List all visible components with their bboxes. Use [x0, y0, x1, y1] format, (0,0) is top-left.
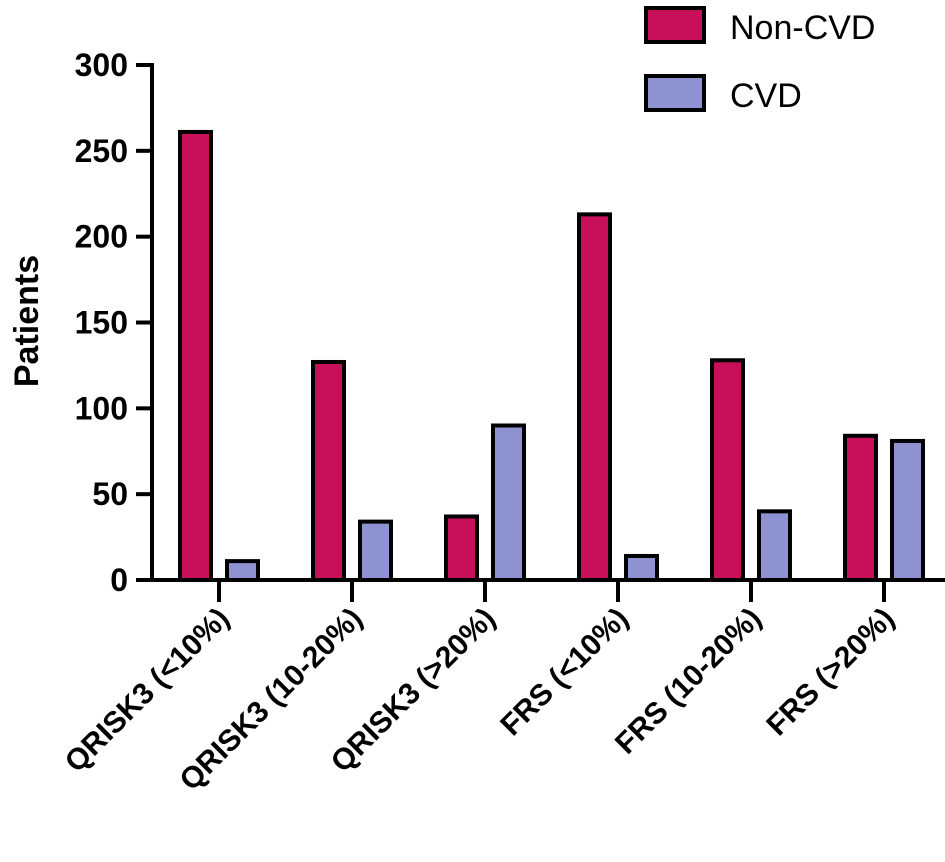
bar-non-cvd-4 — [577, 212, 612, 582]
bar-cvd-6 — [890, 438, 925, 583]
y-ticks-group: 0 50 100 150 200 250 300 — [75, 47, 152, 598]
y-tick-label-0: 0 — [110, 562, 128, 598]
y-tick-label-50: 50 — [92, 476, 128, 512]
bar-non-cvd-5 — [710, 358, 745, 582]
bar-non-cvd-3 — [444, 514, 479, 583]
y-tick-label-100: 100 — [75, 390, 128, 426]
legend: Non-CVD CVD — [644, 6, 875, 115]
legend-label-non-cvd: Non-CVD — [730, 9, 875, 47]
bar-non-cvd-6 — [843, 433, 878, 582]
y-tick-label-300: 300 — [75, 47, 128, 83]
bar-cvd-5 — [757, 509, 792, 583]
y-tick-label-250: 250 — [75, 133, 128, 169]
y-tick-label-200: 200 — [75, 219, 128, 255]
bar-non-cvd-1 — [178, 129, 213, 582]
x-ticks-group: QRISK3 (<10%)QRISK3 (10-20%)QRISK3 (>20%… — [59, 580, 901, 797]
bar-cvd-3 — [491, 423, 526, 582]
y-tick-label-150: 150 — [75, 305, 128, 341]
axes-group — [150, 63, 945, 582]
bar-cvd-2 — [358, 519, 393, 583]
legend-swatch-non-cvd — [644, 6, 706, 44]
x-tick-label-4: FRS (<10%) — [494, 602, 635, 743]
legend-swatch-cvd — [644, 74, 706, 112]
legend-label-cvd: CVD — [730, 77, 802, 115]
y-axis-label: Patients — [8, 255, 46, 387]
bars-group — [178, 129, 925, 583]
bar-cvd-1 — [225, 559, 260, 582]
bar-cvd-4 — [624, 553, 659, 583]
x-tick-label-6: FRS (>20%) — [760, 602, 901, 743]
bar-non-cvd-2 — [311, 359, 346, 582]
